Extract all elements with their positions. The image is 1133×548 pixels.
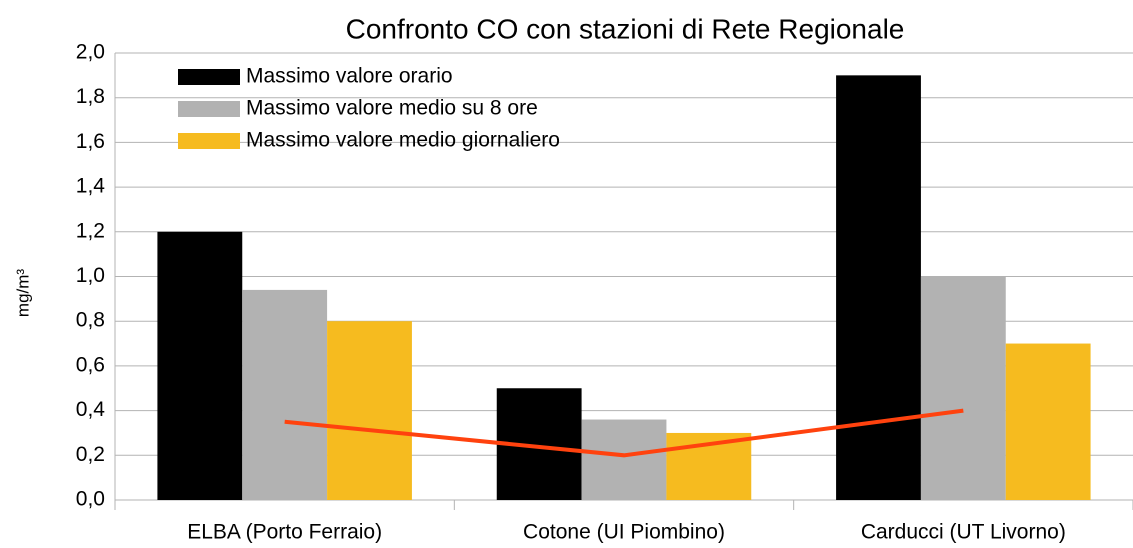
bar [581,419,667,500]
bar [157,231,243,501]
y-axis-label: mg/m³ [13,269,32,318]
y-tick-label: 0,6 [76,353,105,376]
y-tick-label: 2,0 [76,41,105,64]
y-tick-label: 1,0 [76,264,105,287]
y-tick-label: 0,8 [76,309,105,332]
legend-label: Massimo valore medio giornaliero [246,129,560,152]
bar [836,75,921,500]
legend-swatch [178,133,240,149]
y-tick-label: 1,2 [76,219,105,242]
bar [327,321,412,500]
y-tick-label: 1,4 [76,175,106,198]
legend-label: Massimo valore orario [246,65,453,88]
y-tick-label: 0,2 [76,443,105,466]
line-series [284,408,964,458]
y-tick-label: 0,0 [76,488,105,511]
chart-title: Confronto CO con stazioni di Rete Region… [346,13,905,44]
x-tick-label: Carducci (UT Livorno) [861,521,1066,544]
bar [242,289,328,500]
bar [1005,343,1091,500]
y-tick-label: 0,4 [76,398,106,421]
legend-swatch [178,101,240,117]
x-tick-label: ELBA (Porto Ferraio) [187,521,382,544]
x-tick-label: Cotone (UI Piombino) [523,521,725,544]
legend-swatch [178,69,240,85]
y-tick-label: 1,6 [76,130,105,153]
bar [920,276,1006,500]
legend-label: Massimo valore medio su 8 ore [246,97,538,120]
y-tick-label: 1,8 [76,85,105,108]
